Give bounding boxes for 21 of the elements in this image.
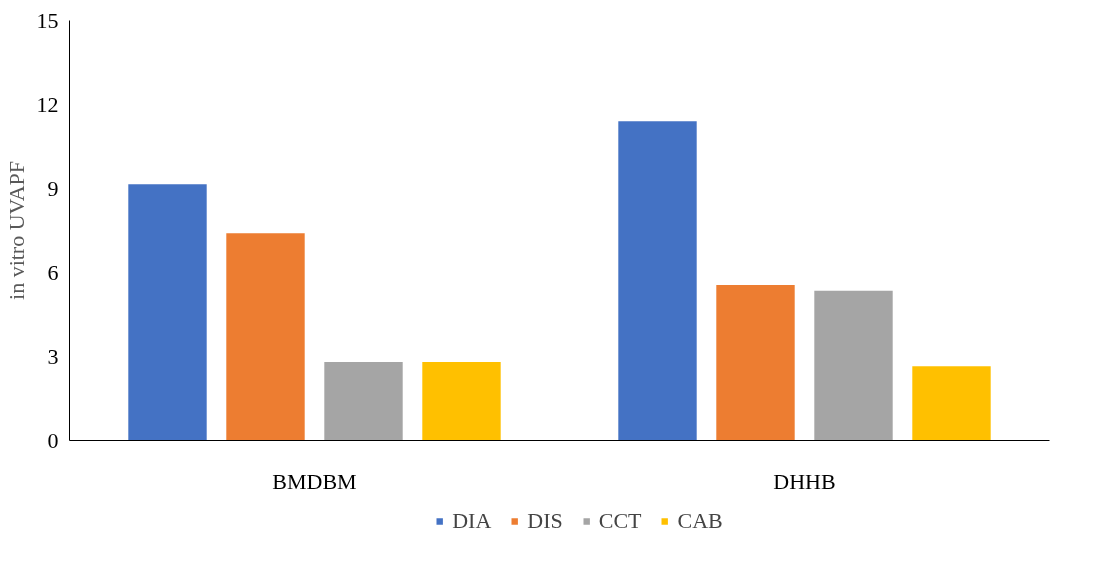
bar [128,184,207,441]
x-tick-label: BMDBM [272,468,357,494]
bar [716,285,795,441]
bar [226,233,305,441]
legend-label: CCT [598,508,642,534]
y-tick-label: 15 [36,7,59,33]
x-tick-label: DHHB [773,468,836,494]
bar [324,362,403,441]
legend-label: DIA [452,508,492,534]
y-tick-label: 9 [47,175,59,201]
legend-label: CAB [677,508,723,534]
legend-label: DIS [527,508,563,534]
bar [912,366,991,441]
bar [422,362,501,441]
y-tick-label: 3 [47,343,59,369]
y-tick-label: 0 [47,427,59,453]
bar [814,290,893,441]
y-axis-title: in vitro UVAPF [3,161,29,300]
bar [618,121,697,441]
y-tick-label: 6 [47,259,59,285]
y-tick-label: 12 [36,91,59,117]
